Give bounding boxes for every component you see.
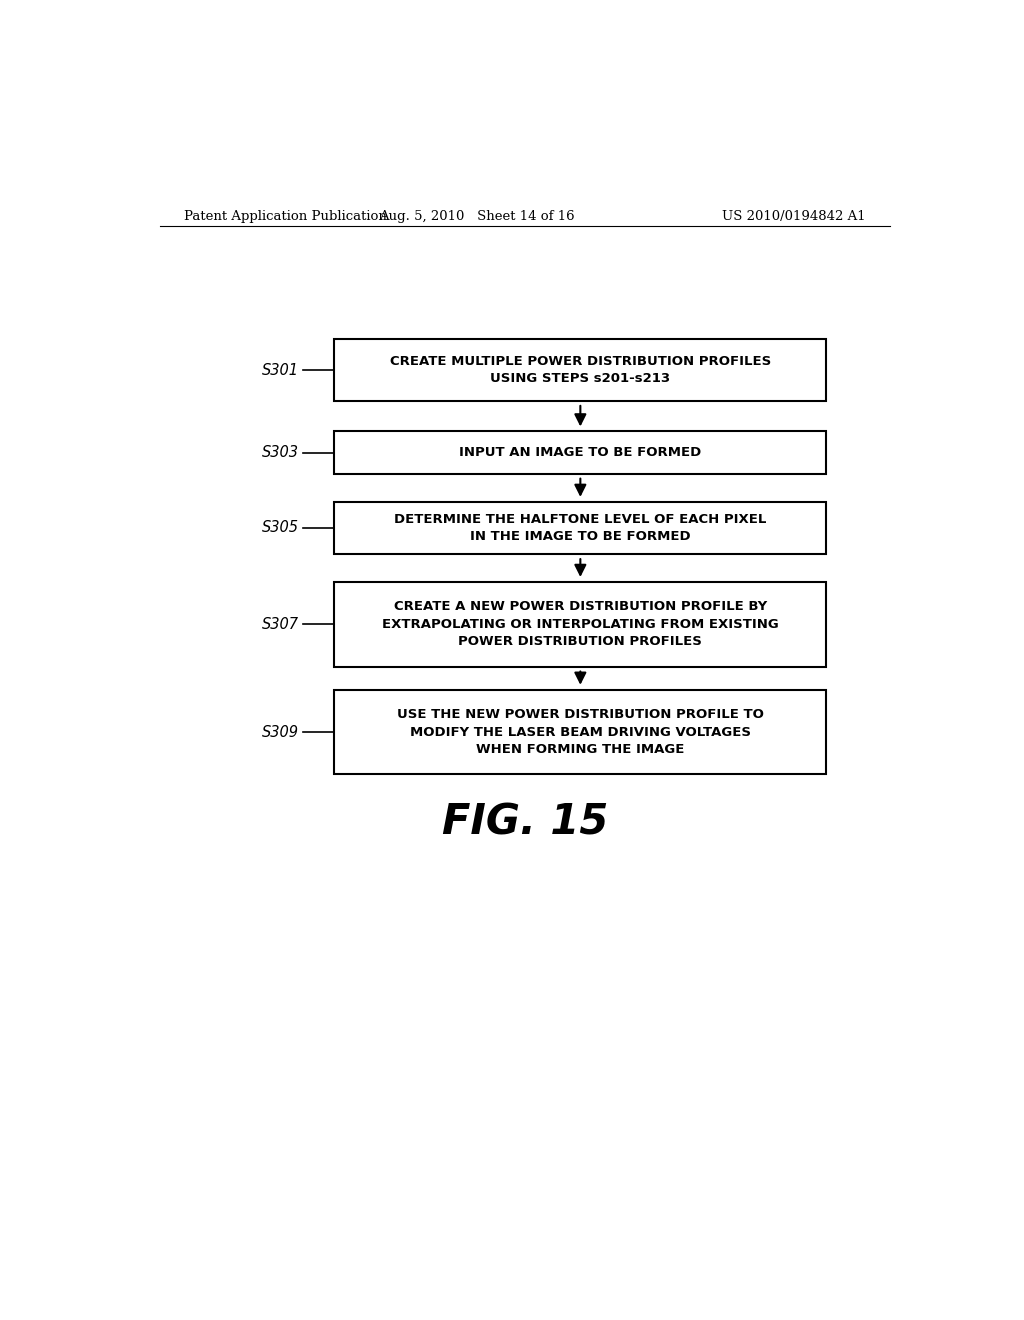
Text: Patent Application Publication: Patent Application Publication bbox=[183, 210, 386, 223]
Text: CREATE A NEW POWER DISTRIBUTION PROFILE BY
EXTRAPOLATING OR INTERPOLATING FROM E: CREATE A NEW POWER DISTRIBUTION PROFILE … bbox=[382, 601, 778, 648]
Text: DETERMINE THE HALFTONE LEVEL OF EACH PIXEL
IN THE IMAGE TO BE FORMED: DETERMINE THE HALFTONE LEVEL OF EACH PIX… bbox=[394, 512, 767, 544]
Text: S303: S303 bbox=[261, 445, 299, 461]
Text: Aug. 5, 2010   Sheet 14 of 16: Aug. 5, 2010 Sheet 14 of 16 bbox=[379, 210, 575, 223]
Text: US 2010/0194842 A1: US 2010/0194842 A1 bbox=[722, 210, 866, 223]
Text: S307: S307 bbox=[261, 616, 299, 632]
Text: S301: S301 bbox=[261, 363, 299, 378]
Bar bbox=[334, 690, 826, 775]
Text: INPUT AN IMAGE TO BE FORMED: INPUT AN IMAGE TO BE FORMED bbox=[459, 446, 701, 459]
Bar bbox=[334, 502, 826, 554]
Text: USE THE NEW POWER DISTRIBUTION PROFILE TO
MODIFY THE LASER BEAM DRIVING VOLTAGES: USE THE NEW POWER DISTRIBUTION PROFILE T… bbox=[397, 708, 764, 756]
Bar bbox=[334, 582, 826, 667]
Text: CREATE MULTIPLE POWER DISTRIBUTION PROFILES
USING STEPS s201-s213: CREATE MULTIPLE POWER DISTRIBUTION PROFI… bbox=[390, 355, 771, 385]
Text: FIG. 15: FIG. 15 bbox=[441, 801, 608, 843]
Text: S305: S305 bbox=[261, 520, 299, 536]
Bar bbox=[334, 432, 826, 474]
Bar bbox=[334, 339, 826, 401]
Text: S309: S309 bbox=[261, 725, 299, 739]
